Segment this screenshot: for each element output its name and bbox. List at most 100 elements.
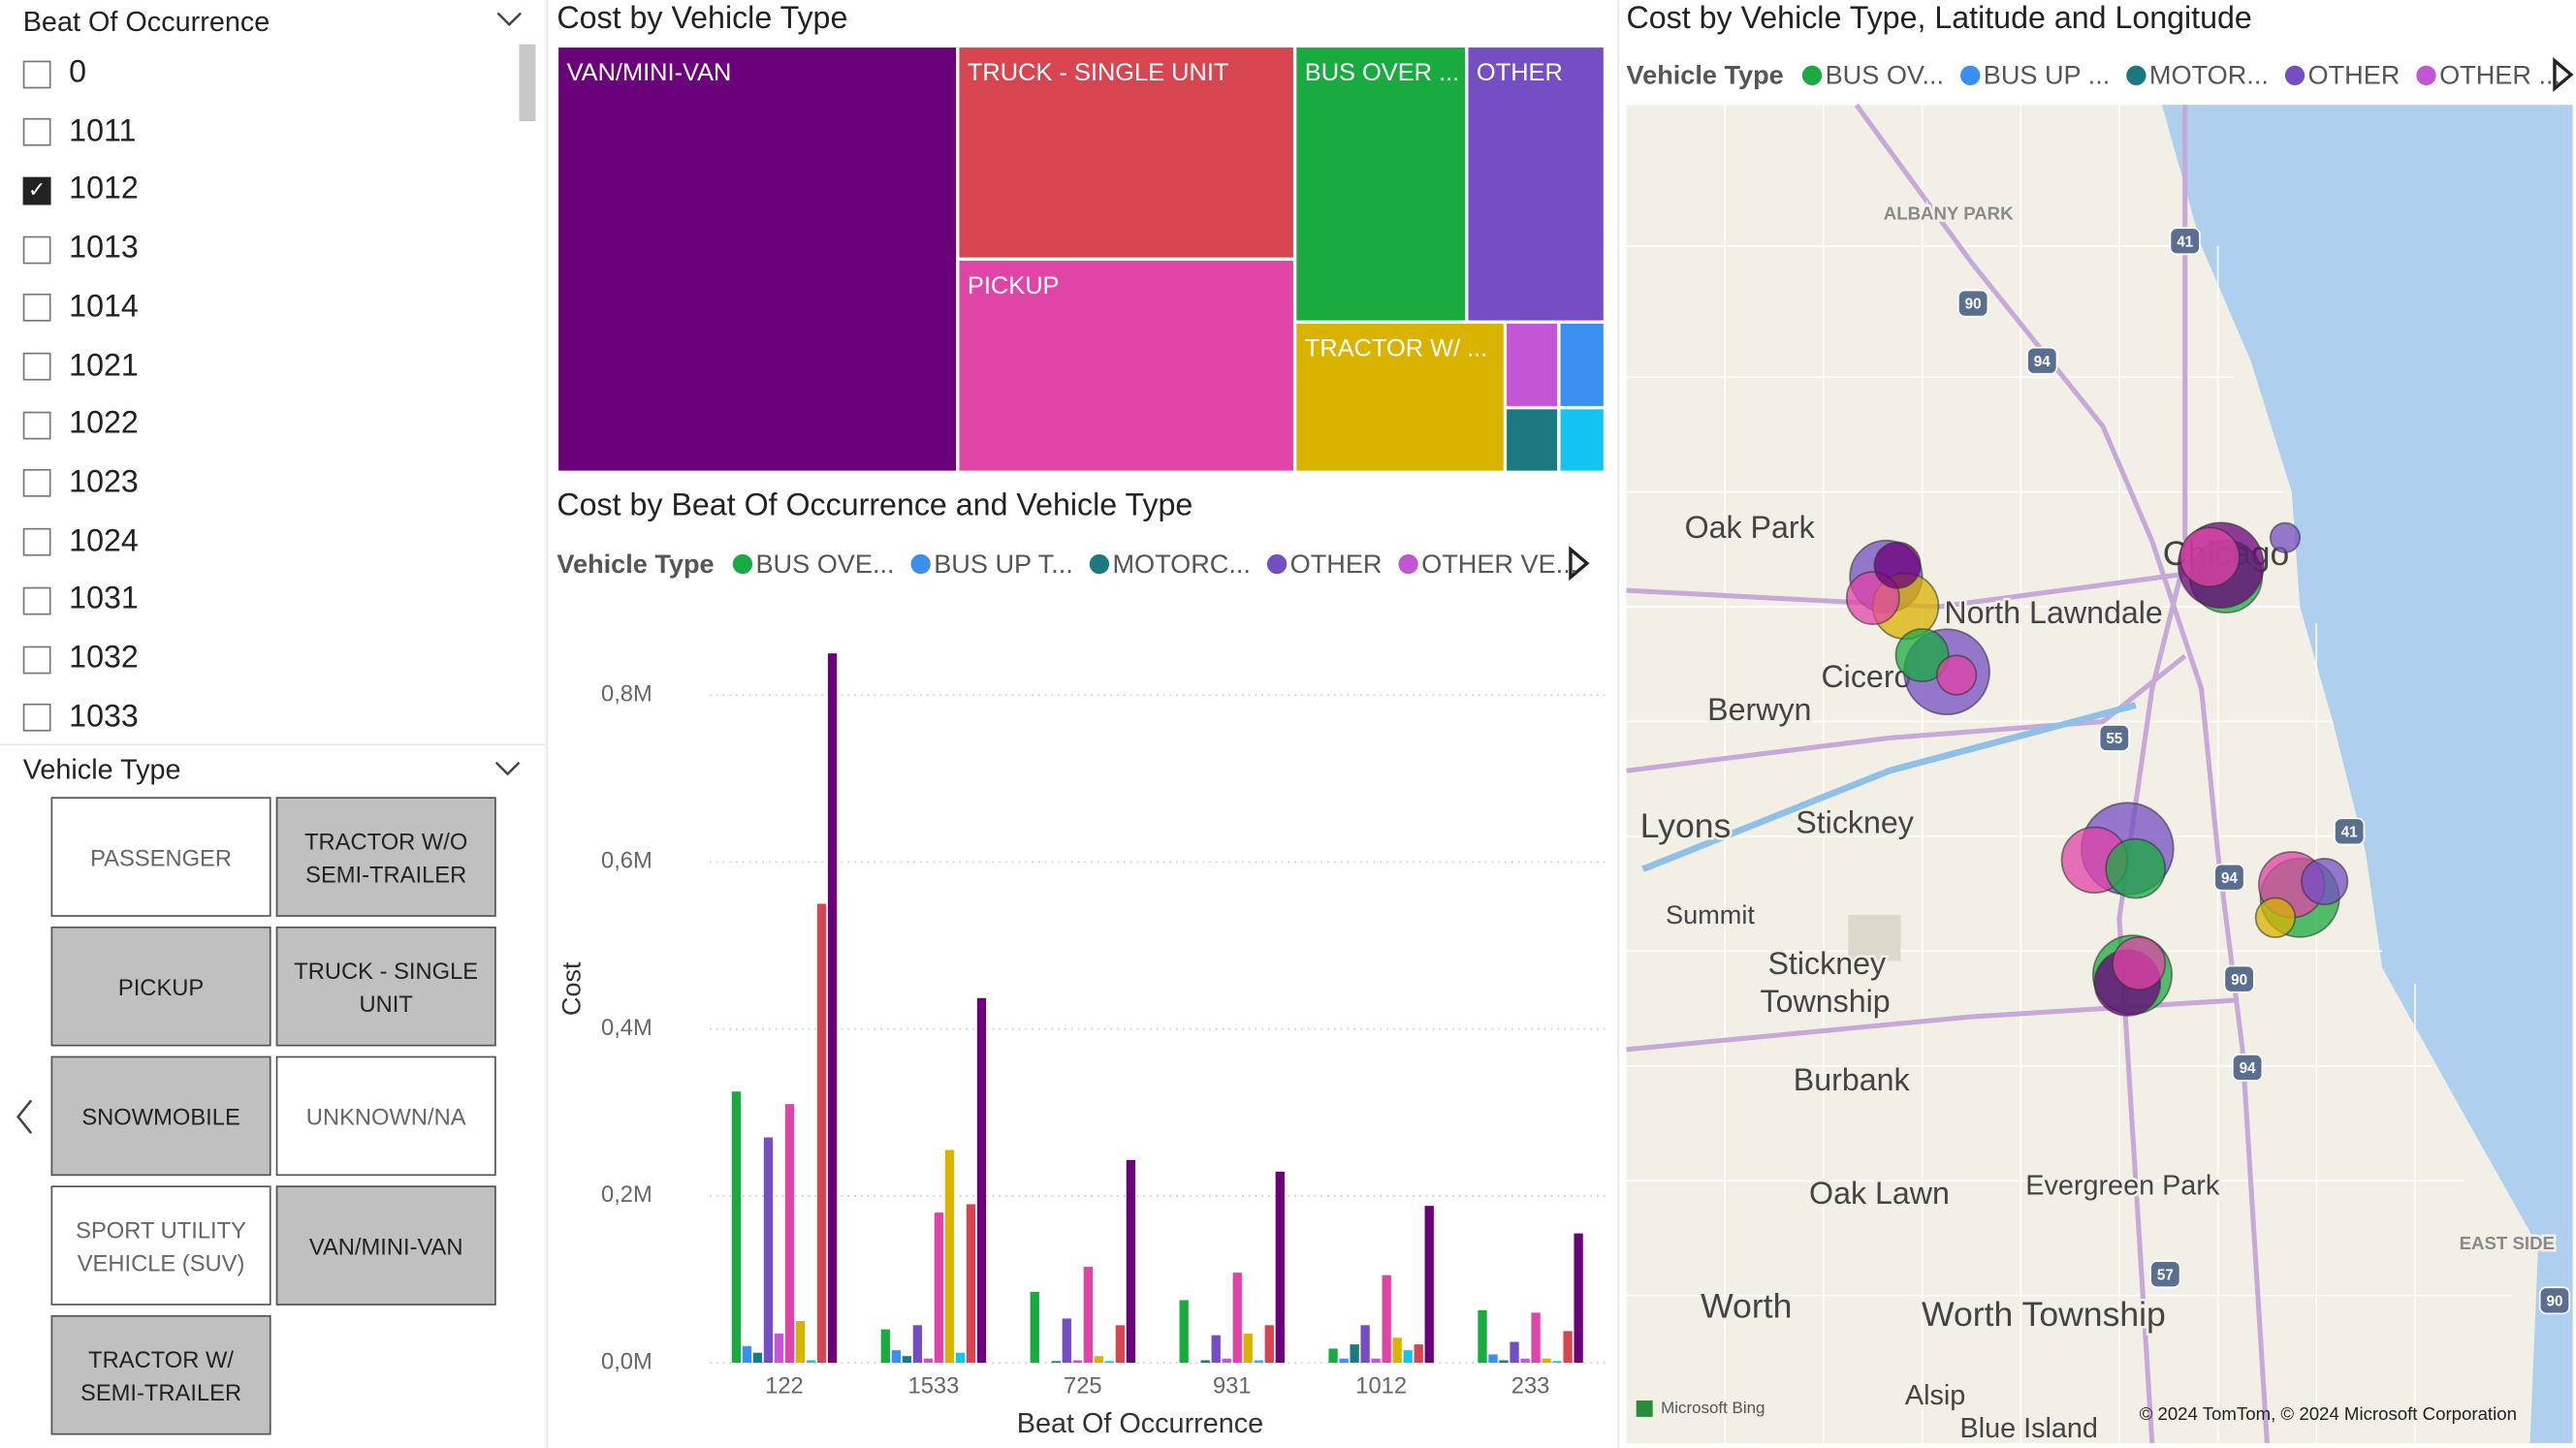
slicer-item[interactable]: 1031: [22, 581, 139, 620]
item-label: 0: [69, 55, 87, 91]
bar: [763, 1137, 774, 1364]
road-shield: [2334, 817, 2366, 846]
place-label: Oak Lawn: [1809, 1176, 1950, 1211]
checkbox[interactable]: [22, 352, 51, 381]
checkbox[interactable]: [22, 527, 51, 556]
checkbox[interactable]: [22, 118, 51, 146]
place-label: Evergreen Park: [2025, 1171, 2220, 1202]
road-shield: [2169, 227, 2201, 256]
road-shield-label: 90: [2546, 1293, 2562, 1309]
treemap-label: TRACTOR W/ ...: [1305, 335, 1488, 362]
legend-marker: [1266, 553, 1288, 575]
slicer-item[interactable]: 1021: [22, 347, 139, 387]
bar: [1552, 1361, 1562, 1364]
checkbox[interactable]: [22, 411, 51, 439]
legend-label: OTHER VE...: [1421, 549, 1577, 579]
item-label: 1011: [69, 113, 137, 149]
bar: [1222, 1358, 1231, 1364]
road-shield-label: 41: [2341, 825, 2358, 841]
slicer-item[interactable]: 1022: [22, 405, 139, 445]
place-label: Berwyn: [1707, 692, 1811, 727]
road-shield-label: 94: [2240, 1060, 2256, 1077]
dropdown-chevron[interactable]: [494, 761, 521, 776]
legend-title: Vehicle Type: [1627, 60, 1784, 90]
place-label: Stickney: [1767, 946, 1887, 981]
slicer-tile[interactable]: SNOWMOBILE: [50, 1055, 271, 1177]
checkbox[interactable]: [22, 704, 51, 732]
scrollbar[interactable]: [519, 44, 536, 122]
bar: [731, 1091, 742, 1364]
slicer-item[interactable]: 0: [22, 54, 87, 94]
road-shield: [2213, 863, 2245, 892]
legend-more[interactable]: [1569, 546, 1590, 582]
slicer-tile[interactable]: PICKUP: [50, 926, 271, 1047]
slicer-tile[interactable]: TRACTOR W/O SEMI-TRAILER: [275, 797, 496, 917]
bar: [806, 1360, 816, 1364]
treemap-label: OTHER: [1477, 59, 1563, 86]
place-label: Alsip: [1905, 1380, 1965, 1411]
bar: [1478, 1309, 1487, 1364]
bar: [1200, 1360, 1210, 1364]
x-tick-label: 1012: [1355, 1374, 1407, 1400]
slicer-tile[interactable]: UNKNOWN/NA: [275, 1055, 496, 1177]
treemap-tile: [959, 47, 1293, 258]
slicer-item[interactable]: 1014: [22, 288, 139, 328]
bar: [944, 1149, 955, 1364]
bar: [752, 1352, 763, 1364]
legend-more[interactable]: [2553, 56, 2574, 93]
slicer-tile[interactable]: PASSENGER: [50, 797, 271, 917]
road-shield-label: 90: [1965, 297, 1982, 313]
checkbox[interactable]: [22, 586, 51, 615]
item-label: 1014: [69, 290, 139, 325]
checkbox[interactable]: [22, 294, 51, 323]
bar: [1414, 1344, 1423, 1364]
x-tick-label: 1533: [908, 1374, 960, 1400]
bar: [1574, 1233, 1583, 1364]
bar: [1232, 1273, 1242, 1364]
treemap-tile: [1468, 47, 1604, 321]
slicer-item[interactable]: 1011: [22, 112, 137, 152]
bar: [1062, 1318, 1071, 1364]
bar: [827, 653, 838, 1364]
slicer-tile[interactable]: SPORT UTILITY VEHICLE (SUV): [50, 1185, 271, 1306]
slicer-tile[interactable]: VAN/MINI-VAN: [275, 1185, 496, 1306]
bar: [1094, 1356, 1103, 1364]
prev-arrow[interactable]: [16, 1099, 33, 1134]
map-bubble: [2178, 526, 2241, 588]
checkbox[interactable]: [22, 59, 51, 88]
x-tick-label: 725: [1064, 1374, 1102, 1400]
slicer-item[interactable]: 1033: [22, 698, 139, 738]
legend-label: MOTORC...: [1112, 549, 1251, 579]
slicer-tile[interactable]: TRACTOR W/ SEMI-TRAILER: [50, 1314, 271, 1435]
bar: [1275, 1171, 1285, 1364]
bar: [1179, 1300, 1189, 1364]
bar: [1371, 1358, 1381, 1364]
checkbox[interactable]: [22, 469, 51, 498]
checkbox[interactable]: [22, 645, 51, 674]
dropdown-chevron[interactable]: [496, 12, 523, 27]
slicer-tile[interactable]: TRUCK - SINGLE UNIT: [275, 926, 496, 1047]
checkbox[interactable]: ✓: [22, 176, 51, 205]
treemap-tile: [1507, 409, 1558, 471]
bar: [955, 1352, 966, 1364]
legend-label: MOTOR...: [2149, 60, 2269, 90]
treemap-tile: [1296, 47, 1466, 321]
map-bubble: [2112, 936, 2167, 991]
slicer-item[interactable]: 1032: [22, 640, 139, 679]
bar: [1030, 1291, 1039, 1364]
bar: [1104, 1361, 1115, 1364]
road-shield-label: 94: [2034, 354, 2051, 370]
place-label: Stickney: [1796, 805, 1915, 840]
slicer-title: Beat Of Occurrence: [22, 6, 270, 38]
slicer-item[interactable]: ✓ 1012: [22, 172, 139, 211]
slicer-item[interactable]: 1023: [22, 464, 139, 504]
road-shield-label: 94: [2221, 870, 2238, 887]
road-shield: [2231, 1054, 2264, 1082]
slicer-item[interactable]: 1013: [22, 230, 139, 269]
checkbox[interactable]: [22, 235, 51, 264]
slicer-item[interactable]: 1024: [22, 522, 139, 562]
map-bubble: [1894, 628, 1950, 682]
bar: [1339, 1358, 1349, 1364]
y-tick-label: 0,8M: [601, 681, 652, 707]
